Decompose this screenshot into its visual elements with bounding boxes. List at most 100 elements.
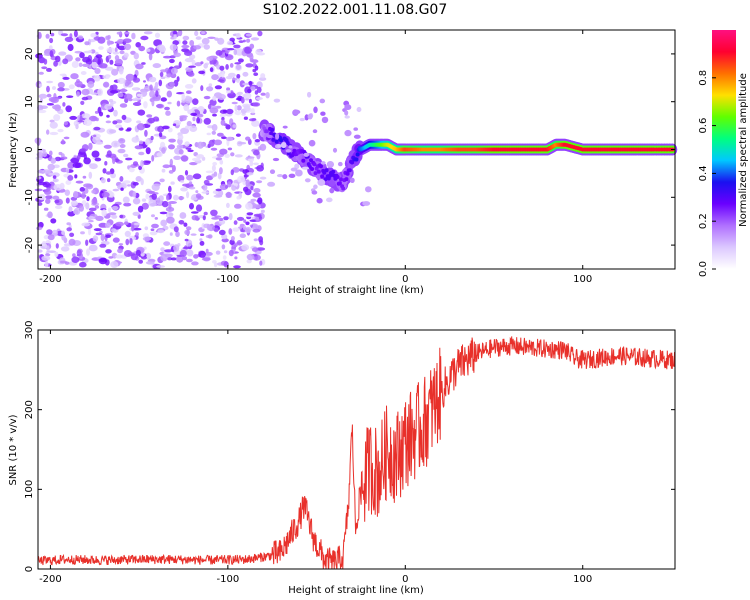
noise-blob: [58, 51, 67, 56]
transition-blob: [282, 125, 288, 129]
noise-blob: [251, 120, 260, 127]
ridge-segment: [264, 129, 269, 134]
colorbar-ticks: 0.0 0.2 0.4 0.6 0.8: [698, 70, 716, 277]
noise-blob: [123, 31, 130, 35]
noise-blob: [138, 45, 146, 52]
noise-blob: [71, 61, 79, 68]
noise-blob: [151, 193, 157, 200]
noise-blob: [248, 80, 253, 86]
noise-blob: [209, 99, 217, 106]
noise-blob: [132, 191, 137, 198]
noise-blob: [160, 247, 165, 252]
noise-blob: [123, 221, 129, 226]
colorbar-tick-label: 0.0: [698, 261, 709, 277]
transition-blob: [282, 174, 288, 180]
noise-blob: [63, 121, 69, 126]
noise-blob: [66, 95, 74, 98]
noise-blob: [194, 62, 203, 67]
noise-blob: [53, 114, 61, 122]
noise-blob: [132, 227, 142, 231]
noise-blob: [166, 194, 170, 201]
noise-blob: [135, 249, 141, 256]
noise-blob: [180, 180, 185, 183]
noise-blob: [196, 117, 201, 124]
noise-blob: [46, 229, 53, 235]
noise-blob: [131, 98, 140, 102]
noise-blob: [230, 152, 235, 157]
noise-blob: [217, 93, 226, 100]
noise-blob: [243, 92, 252, 99]
noise-blob: [137, 109, 146, 116]
noise-blob: [104, 161, 108, 166]
noise-blob: [98, 257, 108, 265]
noise-blob: [202, 215, 206, 221]
noise-blob: [150, 228, 155, 231]
noise-blob: [159, 211, 168, 215]
noise-blob: [58, 151, 63, 156]
noise-blob: [45, 198, 51, 204]
noise-blob: [206, 223, 210, 231]
noise-blob: [182, 246, 192, 250]
noise-blob: [41, 255, 51, 261]
noise-blob: [195, 190, 199, 194]
noise-blob: [241, 244, 250, 251]
noise-blob: [234, 203, 242, 209]
noise-blob: [161, 168, 166, 173]
noise-blob: [46, 245, 50, 253]
noise-blob: [120, 187, 124, 191]
noise-blob: [255, 216, 260, 222]
noise-blob: [39, 243, 48, 250]
noise-blob: [109, 99, 114, 103]
noise-blob: [151, 223, 159, 229]
noise-blob: [210, 209, 218, 216]
noise-blob: [227, 91, 236, 99]
noise-blob: [248, 118, 256, 122]
transition-blob: [365, 186, 372, 193]
noise-blob: [211, 217, 220, 220]
ridge-segment: [324, 168, 329, 173]
noise-blob: [119, 176, 124, 182]
noise-blob: [208, 139, 215, 147]
noise-blob: [161, 200, 169, 208]
ridge-segment: [271, 137, 276, 142]
noise-blob: [81, 63, 90, 67]
transition-blob: [275, 132, 280, 140]
noise-blob: [194, 30, 199, 37]
noise-blob: [71, 256, 80, 264]
noise-blob: [226, 108, 234, 115]
noise-blob: [245, 33, 253, 37]
noise-blob: [91, 61, 98, 69]
noise-blob: [127, 184, 131, 187]
noise-blob: [226, 181, 232, 188]
noise-blob: [228, 213, 233, 221]
noise-blob: [213, 139, 223, 146]
noise-blob: [65, 180, 72, 185]
noise-blob: [117, 248, 123, 254]
noise-blob: [203, 44, 210, 50]
noise-blob: [137, 205, 144, 213]
noise-blob: [46, 129, 50, 135]
noise-blob: [203, 63, 208, 69]
noise-blob: [89, 163, 98, 170]
noise-blob: [140, 35, 149, 41]
noise-blob: [177, 196, 185, 200]
y-tick-label: 300: [24, 320, 35, 339]
colorbar-tick-label: 0.2: [698, 213, 709, 229]
noise-blob: [234, 154, 243, 158]
noise-blob: [226, 202, 230, 208]
noise-blob: [142, 233, 149, 238]
noise-blob: [111, 140, 120, 148]
noise-blob: [83, 183, 93, 188]
noise-blob: [49, 150, 53, 156]
noise-blob: [88, 207, 97, 212]
noise-blob: [123, 43, 132, 51]
colorbar-bar: [712, 30, 736, 269]
noise-blob: [150, 135, 154, 141]
noise-blob: [217, 37, 225, 45]
noise-blob: [105, 120, 112, 124]
noise-blob: [160, 69, 168, 73]
noise-blob: [124, 230, 131, 237]
noise-blob: [82, 56, 91, 63]
transition-blob: [301, 166, 310, 170]
